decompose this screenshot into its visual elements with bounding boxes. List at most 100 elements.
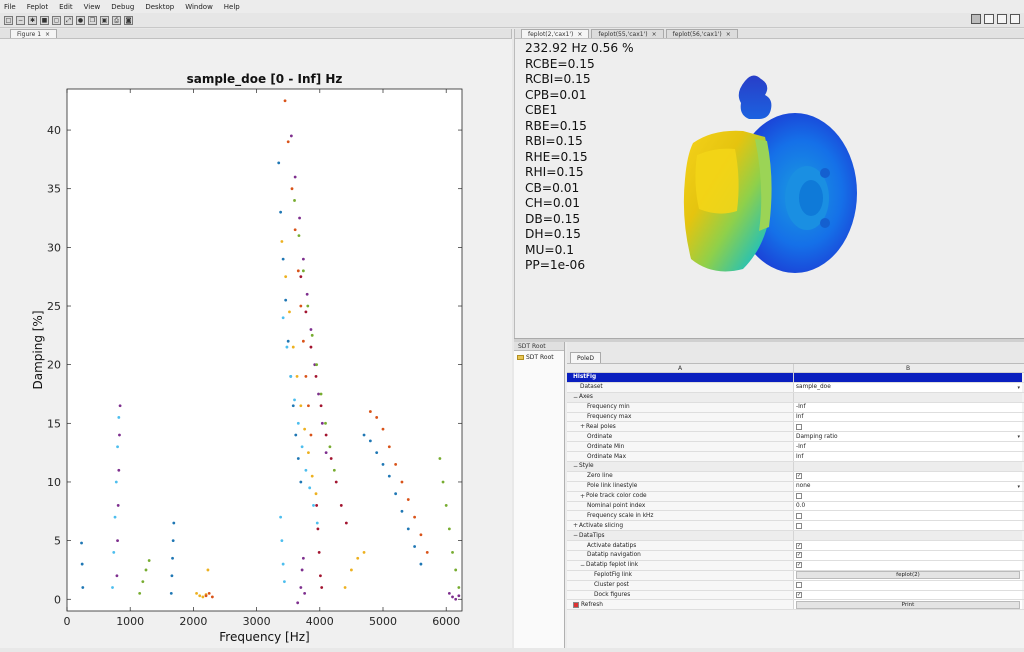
property-value-cell[interactable]: ✓: [794, 590, 1022, 600]
brake-model-3d[interactable]: [675, 73, 865, 303]
select-icon[interactable]: ▢: [52, 15, 61, 25]
property-value-cell[interactable]: ✓: [794, 471, 1022, 481]
tab-feplot-55[interactable]: feplot(55,'cax1') ×: [591, 29, 664, 38]
checkbox[interactable]: ✓: [796, 473, 802, 480]
menu-debug[interactable]: Debug: [111, 2, 135, 11]
property-value-cell[interactable]: [794, 373, 1022, 382]
damping-chart[interactable]: sample_doe [0 - Inf] Hz 0 1000 2000 3000 4000…: [0, 39, 512, 648]
property-value-cell[interactable]: Inf: [794, 452, 1022, 462]
checkbox[interactable]: [796, 493, 802, 500]
new-figure-icon[interactable]: □: [4, 15, 13, 25]
rotate-icon[interactable]: ✱: [28, 15, 37, 25]
tree-tab[interactable]: SDT Root: [514, 342, 564, 351]
checkbox[interactable]: [796, 582, 802, 589]
zoom-icon[interactable]: ⤢: [64, 15, 73, 25]
chevron-down-icon[interactable]: ▾: [1017, 434, 1020, 441]
tab-poled[interactable]: PoleD: [570, 352, 602, 363]
feplot-link-button[interactable]: feplot(2): [796, 571, 1020, 580]
property-value-cell[interactable]: ✓: [794, 541, 1022, 551]
property-value-cell[interactable]: [794, 392, 1022, 402]
property-row[interactable]: − Axes: [567, 392, 1024, 403]
property-value-cell[interactable]: [794, 511, 1022, 521]
paste-icon[interactable]: ▣: [100, 15, 109, 25]
collapse-icon[interactable]: −: [580, 561, 586, 569]
property-row[interactable]: − DataTips: [567, 531, 1024, 542]
tab-feplot-56[interactable]: feplot(56,'cax1') ×: [665, 29, 738, 38]
property-row[interactable]: − Datatip feplot link ✓: [567, 560, 1024, 571]
property-row[interactable]: Ordinate Max Inf: [567, 452, 1024, 463]
property-value-cell[interactable]: [794, 422, 1022, 432]
property-value-cell[interactable]: sample_doe ▾: [794, 382, 1022, 392]
menu-edit[interactable]: Edit: [59, 2, 73, 11]
property-row[interactable]: Pole link linestyle none ▾: [567, 481, 1024, 492]
property-value-cell[interactable]: none ▾: [794, 481, 1022, 491]
print-icon[interactable]: ⎙: [112, 15, 121, 25]
checkbox[interactable]: [796, 522, 802, 529]
checkbox[interactable]: ✓: [796, 562, 802, 569]
menu-help[interactable]: Help: [223, 2, 240, 11]
layout-left-icon[interactable]: [984, 14, 994, 24]
menu-window[interactable]: Window: [185, 2, 213, 11]
minimize-icon[interactable]: −: [16, 15, 25, 25]
property-row[interactable]: Frequency min -Inf: [567, 402, 1024, 413]
property-row[interactable]: Activate datatips ✓: [567, 541, 1024, 552]
print-button[interactable]: Print: [796, 600, 1020, 609]
property-row[interactable]: FeplotFig link feplot(2): [567, 570, 1024, 581]
layout-single-icon[interactable]: [1010, 14, 1020, 24]
property-value-cell[interactable]: -Inf: [794, 442, 1022, 452]
checkbox[interactable]: ✓: [796, 592, 802, 599]
property-row[interactable]: − Style: [567, 462, 1024, 472]
property-row[interactable]: Datatip navigation ✓: [567, 551, 1024, 561]
menu-feplot[interactable]: Feplot: [26, 2, 49, 11]
collapse-icon[interactable]: −: [573, 532, 579, 540]
camera-icon[interactable]: ◙: [124, 15, 133, 25]
dropdown-value[interactable]: sample_doe: [796, 384, 831, 391]
property-value-cell[interactable]: [794, 491, 1022, 501]
property-value-cell[interactable]: ✓: [794, 560, 1022, 570]
property-row[interactable]: Ordinate Damping ratio ▾: [567, 432, 1024, 443]
property-value-cell[interactable]: [794, 462, 1022, 471]
refresh-icon[interactable]: [573, 601, 579, 608]
chevron-down-icon[interactable]: ▾: [1017, 384, 1020, 391]
expand-icon[interactable]: +: [573, 522, 579, 530]
property-row[interactable]: + Activate slicing: [567, 521, 1024, 532]
collapse-icon[interactable]: −: [573, 462, 579, 470]
property-value-cell[interactable]: Inf: [794, 412, 1022, 422]
menu-desktop[interactable]: Desktop: [145, 2, 175, 11]
close-icon[interactable]: ×: [45, 30, 51, 38]
property-value[interactable]: 0.0: [796, 503, 806, 510]
property-value[interactable]: -Inf: [796, 443, 806, 450]
splitter-handle[interactable]: [514, 338, 1024, 342]
close-icon[interactable]: ×: [577, 30, 583, 38]
property-value-cell[interactable]: [794, 521, 1022, 531]
tab-feplot-2[interactable]: feplot(2,'cax1') ×: [521, 29, 590, 38]
checkbox[interactable]: [796, 512, 802, 519]
layout-grid-icon[interactable]: [971, 14, 981, 24]
checkbox[interactable]: ✓: [796, 552, 802, 559]
property-value-cell[interactable]: Damping ratio ▾: [794, 432, 1022, 442]
property-row[interactable]: Frequency max Inf: [567, 412, 1024, 423]
property-row[interactable]: Cluster post: [567, 580, 1024, 591]
property-value-cell[interactable]: Print: [794, 600, 1022, 610]
dropdown-value[interactable]: Damping ratio: [796, 433, 838, 440]
property-value[interactable]: -Inf: [796, 404, 806, 411]
colormap-icon[interactable]: ■: [40, 15, 49, 25]
property-value-cell[interactable]: feplot(2): [794, 570, 1022, 580]
property-value-cell[interactable]: ✓: [794, 551, 1022, 560]
menu-view[interactable]: View: [83, 2, 101, 11]
property-value-cell[interactable]: -Inf: [794, 402, 1022, 412]
property-row[interactable]: Dock figures ✓: [567, 590, 1024, 601]
property-value-cell[interactable]: [794, 580, 1022, 590]
close-icon[interactable]: ×: [725, 30, 731, 38]
collapse-icon[interactable]: −: [573, 393, 579, 401]
property-value[interactable]: Inf: [796, 453, 804, 460]
dropdown-value[interactable]: none: [796, 483, 811, 490]
close-icon[interactable]: ×: [651, 30, 657, 38]
copy-icon[interactable]: ❐: [88, 15, 97, 25]
expand-icon[interactable]: +: [580, 492, 586, 500]
property-value-cell[interactable]: [794, 531, 1022, 541]
menu-file[interactable]: File: [4, 2, 16, 11]
property-row[interactable]: Dataset sample_doe ▾: [567, 382, 1024, 393]
property-row[interactable]: Nominal point index 0.0: [567, 501, 1024, 512]
property-value-cell[interactable]: 0.0: [794, 501, 1022, 511]
